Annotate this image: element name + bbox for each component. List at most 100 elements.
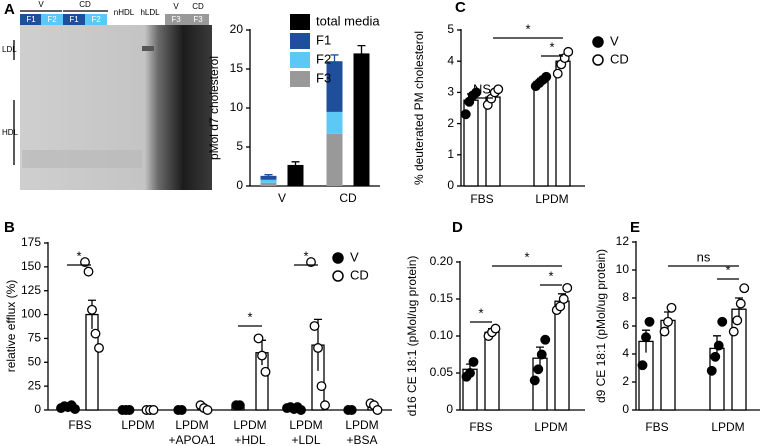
data-point: [460, 109, 471, 120]
legend-label: CD: [610, 51, 629, 66]
error-bar: [330, 54, 339, 68]
x-tick-label: FBS: [469, 420, 492, 434]
data-point: [316, 381, 327, 392]
lane-box: [20, 14, 42, 25]
significance-label: *: [303, 248, 308, 263]
bar: [485, 96, 501, 187]
data-point: [306, 257, 316, 268]
x-tick-label-line: LPDM: [345, 418, 378, 432]
y-tick-label: 0: [446, 402, 453, 416]
data-point: [260, 366, 271, 377]
data-point: [659, 326, 670, 337]
bar: [326, 61, 343, 112]
data-point: [70, 404, 80, 414]
y-tick-label: 10: [616, 262, 630, 276]
data-point: [540, 334, 551, 345]
band: [22, 150, 142, 168]
y-tick-label: 0.05: [430, 365, 454, 379]
y-tick-label: 1: [447, 147, 454, 161]
significance-label: *: [549, 39, 554, 54]
lane-label: nHDL: [114, 8, 135, 17]
x-tick-label: FBS: [470, 192, 493, 206]
data-point: [536, 349, 547, 360]
x-tick-label-line: FBS: [645, 420, 668, 434]
bar: [555, 60, 571, 187]
legend-label: V: [610, 33, 619, 48]
data-point: [490, 323, 501, 334]
x-tick-label: LPDM +APOA1: [168, 418, 215, 446]
panel-label: E: [630, 219, 640, 236]
data-point: [562, 282, 573, 293]
x-tick-label-line: +BSA: [346, 433, 377, 446]
y-tick-label: 25: [28, 378, 42, 392]
y-tick-label: 0: [236, 178, 243, 192]
bar: [484, 331, 500, 411]
x-tick-label: LPDM +LDL: [289, 418, 322, 446]
bar: [326, 111, 343, 134]
y-tick-label: 0: [34, 402, 41, 416]
data-point: [90, 328, 101, 339]
data-point: [563, 46, 574, 57]
data-point: [637, 360, 648, 371]
significance-label: *: [548, 268, 553, 283]
legend-label: total media: [316, 13, 380, 28]
x-tick-label-line: LPDM: [121, 418, 154, 432]
y-tick-label: 0.20: [430, 254, 454, 268]
legend-marker: [290, 52, 310, 68]
lane-label: F3: [193, 15, 203, 24]
legend-marker: [290, 14, 310, 30]
x-tick-label-line: V: [278, 191, 286, 205]
y-tick-label: 0: [622, 402, 629, 416]
y-tick-label: 20: [230, 22, 244, 36]
data-point: [739, 283, 750, 294]
significance-label: NS: [473, 81, 491, 96]
y-tick-label: 15: [230, 61, 244, 75]
lane-label: F2: [47, 15, 57, 24]
y-tick-label: 100: [21, 307, 41, 321]
error-bar: [357, 44, 366, 62]
lane-label: F1: [69, 15, 79, 24]
x-tick-label-line: CD: [339, 191, 357, 205]
y-tick-label: 0: [447, 178, 454, 192]
band-label: HDL: [2, 128, 19, 137]
legend-label: F1: [316, 32, 331, 47]
x-tick-label-line: FBS: [68, 418, 91, 432]
error-bar: [291, 161, 300, 169]
y-tick-label: 2: [447, 116, 454, 130]
significance-label: *: [725, 262, 730, 277]
legend-label: F3: [316, 70, 331, 85]
legend-label: CD: [350, 267, 369, 282]
x-tick-label-line: LPDM: [711, 420, 744, 434]
data-point: [558, 294, 569, 304]
x-tick-label-line: LPDM: [535, 192, 568, 206]
data-point: [713, 340, 724, 351]
x-tick-label-line: +APOA1: [168, 433, 215, 446]
data-point: [717, 316, 728, 327]
y-tick-label: 0.15: [430, 291, 454, 305]
x-tick-label: LPDM +HDL: [233, 418, 266, 446]
data-point: [465, 368, 475, 378]
significance-label: *: [525, 21, 530, 36]
data-point: [533, 364, 544, 375]
legend-label: V: [350, 249, 359, 264]
data-point: [176, 405, 187, 415]
data-point: [735, 298, 746, 309]
data-point: [296, 405, 306, 415]
lane-label: F3: [171, 15, 181, 24]
data-point: [87, 304, 97, 315]
data-point: [493, 84, 504, 95]
data-point: [148, 405, 159, 415]
bar: [287, 164, 304, 186]
lane-box: [85, 14, 107, 25]
lane-label: V: [38, 0, 44, 9]
y-tick-label: 175: [21, 235, 41, 249]
data-point: [94, 343, 104, 353]
y-tick-label: 2: [622, 374, 629, 388]
x-tick-label: LPDM: [711, 420, 744, 434]
panel-label: A: [4, 1, 15, 18]
x-tick-label: LPDM: [121, 418, 154, 432]
x-tick-label: LPDM: [535, 192, 568, 206]
data-point: [552, 68, 563, 79]
bar: [353, 53, 370, 187]
lane-label: V: [173, 2, 179, 11]
